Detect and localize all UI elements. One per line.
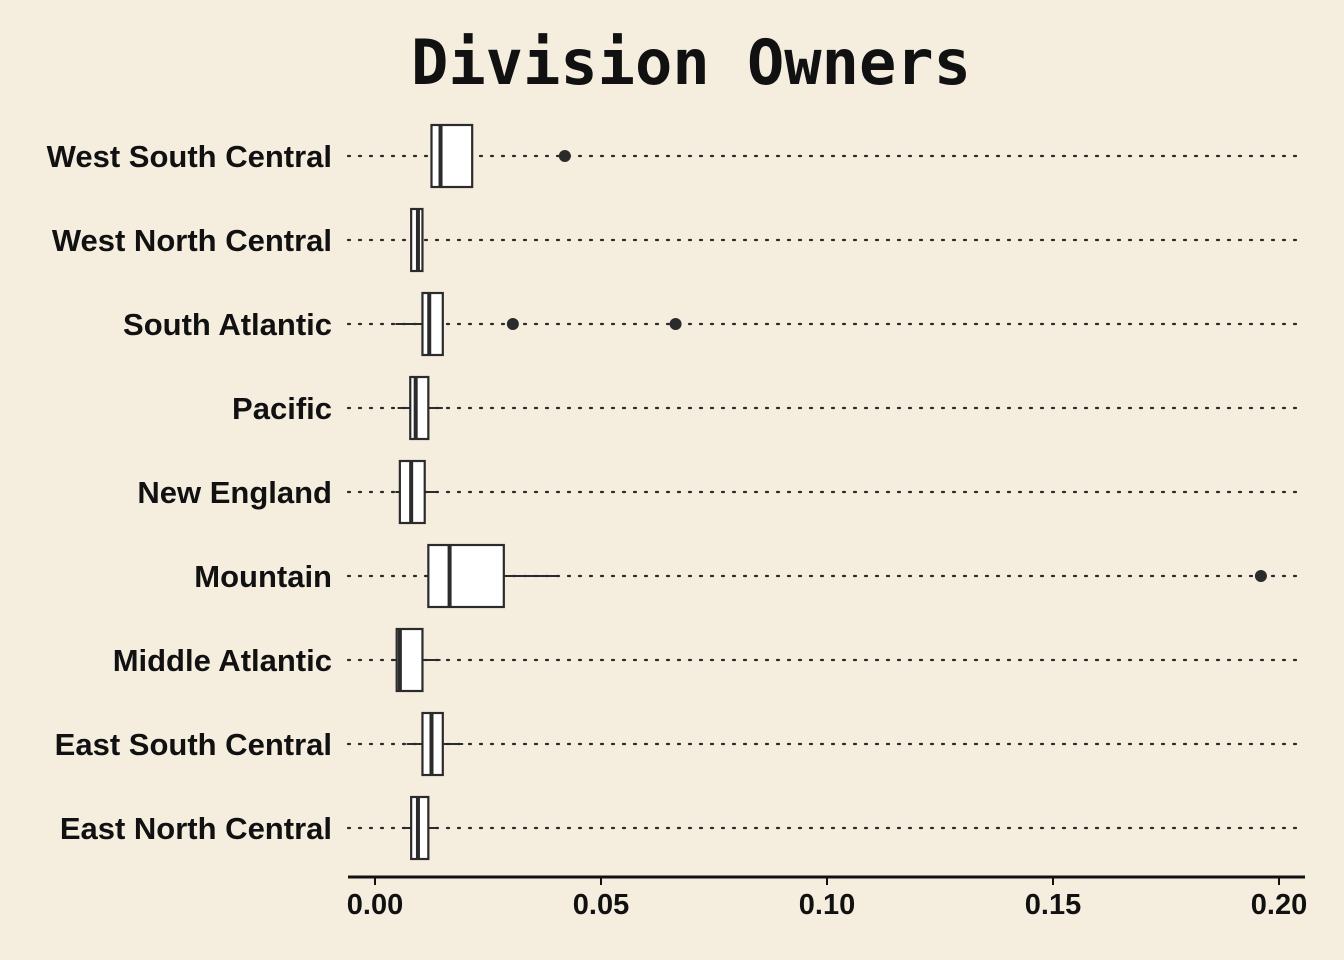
x-tick-label-2: 0.10	[799, 889, 855, 921]
box-west-north-central	[410, 207, 424, 273]
category-label-new-england: New England	[137, 475, 332, 510]
box-new-england	[395, 459, 439, 525]
category-label-mountain: Mountain	[194, 559, 332, 594]
outlier-south-atlantic-1	[669, 318, 682, 330]
x-tick-label-1: 0.05	[573, 889, 629, 921]
category-label-middle-atlantic: Middle Atlantic	[113, 643, 332, 678]
box-middle-atlantic	[393, 627, 441, 693]
category-label-east-south-central: East South Central	[55, 727, 332, 762]
box-mountain	[426, 543, 1267, 609]
iqr-box-mountain	[427, 543, 505, 609]
box-pacific	[397, 375, 443, 441]
iqr-box-west-south-central	[430, 123, 474, 189]
category-label-east-north-central: East North Central	[60, 811, 332, 846]
category-labels: West South Central West North Central Sout…	[47, 139, 332, 846]
x-axis: 0.00 0.05 0.10 0.15 0.20	[347, 875, 1307, 921]
outlier-west-south-central-0	[558, 150, 571, 162]
box-west-south-central	[430, 123, 571, 189]
box-east-south-central	[406, 711, 464, 777]
chart-title: Division Owners	[411, 26, 971, 99]
category-label-pacific: Pacific	[232, 391, 332, 426]
box-south-atlantic	[395, 291, 682, 357]
gridlines	[346, 154, 1307, 830]
outlier-south-atlantic-0	[506, 318, 519, 330]
x-tick-label-4: 0.20	[1251, 889, 1307, 921]
outlier-mountain-0	[1254, 570, 1267, 582]
category-label-west-south-central: West South Central	[47, 139, 332, 174]
iqr-box-south-atlantic	[421, 291, 444, 357]
x-tick-label-3: 0.15	[1025, 889, 1081, 921]
iqr-box-pacific	[409, 375, 430, 441]
boxes-group	[393, 123, 1267, 861]
category-label-west-north-central: West North Central	[52, 223, 332, 258]
x-tick-label-0: 0.00	[347, 889, 403, 921]
category-label-south-atlantic: South Atlantic	[123, 307, 332, 342]
box-east-north-central	[402, 795, 439, 861]
